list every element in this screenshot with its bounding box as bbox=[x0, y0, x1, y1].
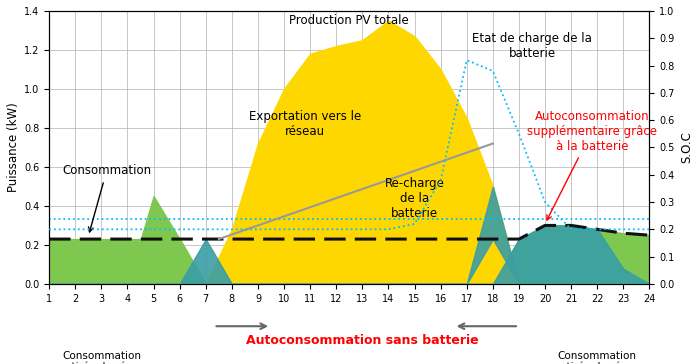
Text: Re-charge
de la
batterie: Re-charge de la batterie bbox=[384, 177, 444, 219]
Text: Etat de charge de la
batterie: Etat de charge de la batterie bbox=[472, 32, 592, 60]
Y-axis label: S.O.C: S.O.C bbox=[680, 131, 693, 163]
Text: Consommation: Consommation bbox=[62, 164, 151, 232]
Text: Production PV totale: Production PV totale bbox=[289, 13, 409, 27]
Text: Autoconsommation
supplémentaire grâce
à la batterie: Autoconsommation supplémentaire grâce à … bbox=[527, 110, 657, 220]
Y-axis label: Puissance (kW): Puissance (kW) bbox=[7, 103, 20, 192]
Text: Autoconsommation sans batterie: Autoconsommation sans batterie bbox=[246, 335, 479, 347]
Text: Consommation
soutirée du réseau: Consommation soutirée du réseau bbox=[52, 351, 150, 364]
Text: Consommation
soutirée du réseau: Consommation soutirée du réseau bbox=[548, 351, 646, 364]
Text: Exportation vers le
réseau: Exportation vers le réseau bbox=[248, 110, 361, 138]
